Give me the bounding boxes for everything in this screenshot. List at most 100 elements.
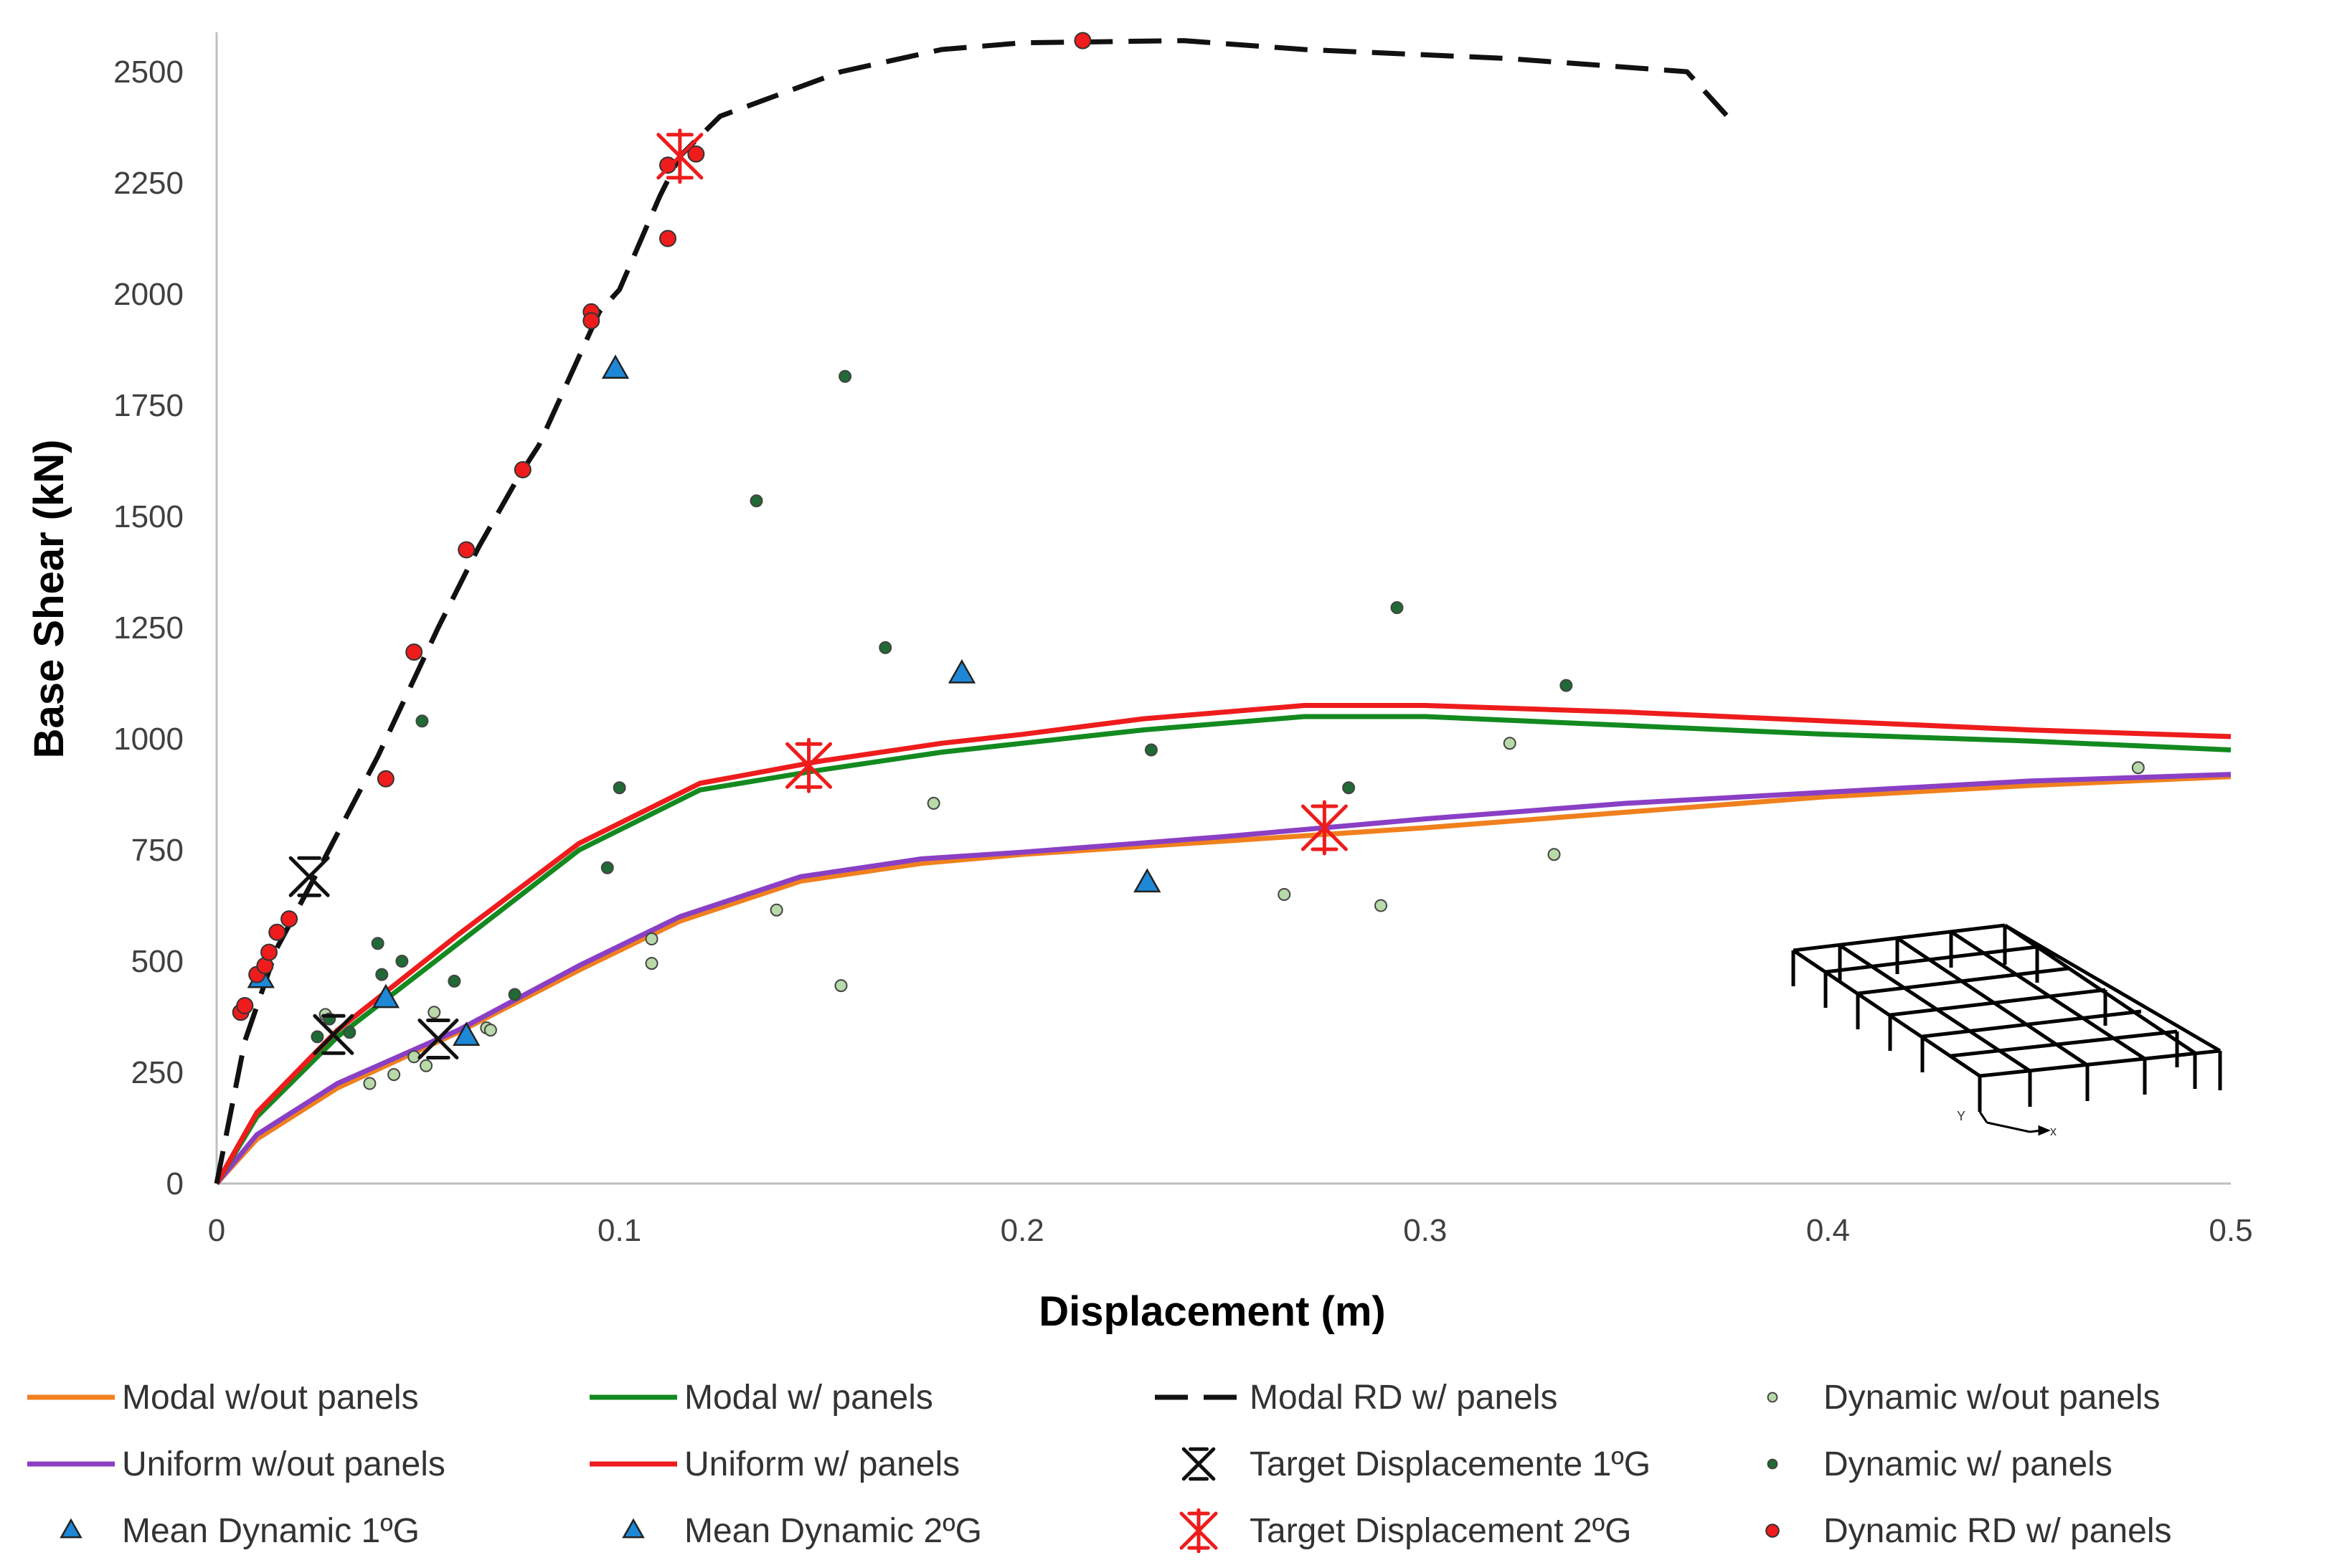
y-tick-label: 500 [131, 944, 184, 979]
dyn-rd-point [280, 910, 298, 928]
legend-label: Mean Dynamic 2ºG [684, 1512, 982, 1550]
y-tick-label: 250 [131, 1055, 184, 1090]
y-tick-label: 1000 [113, 722, 184, 757]
dyn-w-point [371, 937, 384, 950]
legend-label: Uniform w/out panels [122, 1445, 445, 1483]
svg-text:x: x [2050, 1124, 2057, 1138]
series-lines [214, 38, 2232, 1186]
legend-label: Dynamic w/ panels [1823, 1445, 2112, 1483]
dyn-wout-point [420, 1059, 433, 1072]
uniform-w-line [214, 703, 2232, 1185]
y-tick-label: 2000 [113, 277, 184, 312]
dyn-rd-point [377, 770, 395, 788]
dyn-wout-point [927, 796, 940, 810]
target-1g-point [288, 856, 330, 897]
x-tick-label: 0.3 [1403, 1213, 1447, 1248]
dyn-rd-point [658, 230, 676, 247]
mean-2g-point [601, 354, 630, 379]
dyn-rd-point [1074, 32, 1092, 49]
dyn-wout-point [428, 1006, 441, 1019]
dyn-w-point [1342, 781, 1356, 795]
legend-label: Mean Dynamic 1ºG [122, 1512, 420, 1550]
x-tick-label: 0 [208, 1213, 225, 1248]
x-tick-label: 0.4 [1806, 1213, 1850, 1248]
y-tick-label: 0 [166, 1166, 184, 1201]
legend-label: Modal RD w/ panels [1250, 1379, 1558, 1417]
target-1g-point [1181, 1447, 1216, 1481]
dyn-rd-point [405, 643, 423, 661]
mean-1g-point [453, 1021, 481, 1047]
dyn-wout-point [387, 1068, 401, 1082]
y-tick-label: 2250 [113, 166, 184, 201]
target-2g-point [785, 737, 833, 793]
dyn-w-point [343, 1026, 357, 1039]
dyn-w-point [839, 369, 852, 383]
dyn-w-point [1767, 1458, 1778, 1470]
dyn-w-point [600, 861, 614, 874]
x-axis-title: Displacement (m) [1039, 1288, 1385, 1335]
dyn-wout-point [834, 979, 848, 993]
dyn-rd-point [260, 943, 278, 961]
dyn-w-point [395, 955, 409, 968]
dyn-wout-point [1374, 899, 1388, 912]
dyn-w-point [375, 968, 389, 981]
dyn-wout-point [2131, 761, 2145, 775]
structure-frame-icon: Y x [1791, 923, 2222, 1138]
dyn-wout-point [1278, 888, 1291, 901]
mean-2g-point [1133, 868, 1161, 893]
legend-label: Uniform w/ panels [684, 1445, 960, 1483]
legend: Modal w/out panels Modal w/ panels Modal R… [27, 1379, 2171, 1554]
dyn-w-point [508, 988, 521, 1001]
mean-2g-point [948, 658, 976, 684]
legend-item-uniform-wout: Uniform w/out panels [27, 1445, 445, 1483]
dyn-wout-point [1547, 848, 1561, 861]
legend-label: Target Displacemente 1ºG [1250, 1445, 1651, 1483]
y-tick-label: 750 [131, 833, 184, 868]
dyn-rd-point [268, 923, 286, 941]
dyn-wout-point [1767, 1392, 1778, 1403]
y-tick-label: 1250 [113, 610, 184, 646]
dyn-wout-point [483, 1024, 497, 1037]
legend-label: Dynamic RD w/ panels [1823, 1512, 2171, 1550]
dyn-wout-point [645, 957, 658, 970]
dyn-rd-point [458, 541, 476, 559]
y-tick-label: 1500 [113, 499, 184, 534]
dyn-w-point [415, 714, 429, 728]
modal-rd-line [214, 38, 1729, 1184]
legend-item-dyn-wout: Dynamic w/out panels [1767, 1379, 2161, 1417]
mean-2g-point [622, 1518, 645, 1539]
dyn-w-point [879, 641, 892, 654]
dyn-wout-point [1503, 737, 1516, 750]
legend-label: Dynamic w/out panels [1823, 1379, 2161, 1417]
dyn-w-point [311, 1030, 324, 1044]
dyn-w-point [1144, 743, 1158, 757]
legend-item-mean-1g: Mean Dynamic 1ºG [60, 1512, 420, 1550]
target-2g-point [1179, 1508, 1218, 1554]
legend-item-mean-2g: Mean Dynamic 2ºG [622, 1512, 982, 1550]
x-tick-label: 0.1 [598, 1213, 641, 1248]
y-tick-label: 1750 [113, 388, 184, 423]
target-1g-point [313, 1014, 354, 1055]
legend-label: Modal w/out panels [122, 1379, 419, 1417]
legend-item-target-1g: Target Displacemente 1ºG [1181, 1445, 1651, 1483]
modal-w-line [214, 714, 2232, 1185]
target-2g-point [656, 128, 704, 184]
dyn-w-point [448, 974, 461, 988]
series-markers [232, 32, 2145, 1090]
legend-label: Modal w/ panels [684, 1379, 933, 1417]
dyn-rd-point [1765, 1524, 1780, 1538]
modal-wout-line [214, 774, 2232, 1186]
uniform-wout-line [214, 772, 2232, 1186]
legend-item-modal-w: Modal w/ panels [590, 1379, 933, 1417]
legend-label: Target Displacement 2ºG [1250, 1512, 1631, 1550]
y-axis-title: Base Shear (kN) [26, 440, 72, 759]
legend-item-dyn-rd: Dynamic RD w/ panels [1765, 1512, 2171, 1550]
dyn-w-point [1559, 679, 1573, 692]
mean-1g-point [372, 983, 400, 1009]
dyn-wout-point [645, 932, 658, 945]
dyn-w-point [1390, 601, 1404, 615]
legend-item-dyn-w: Dynamic w/ panels [1767, 1445, 2112, 1483]
target-1g-point [417, 1019, 459, 1059]
y-tick-label: 2500 [113, 55, 184, 90]
